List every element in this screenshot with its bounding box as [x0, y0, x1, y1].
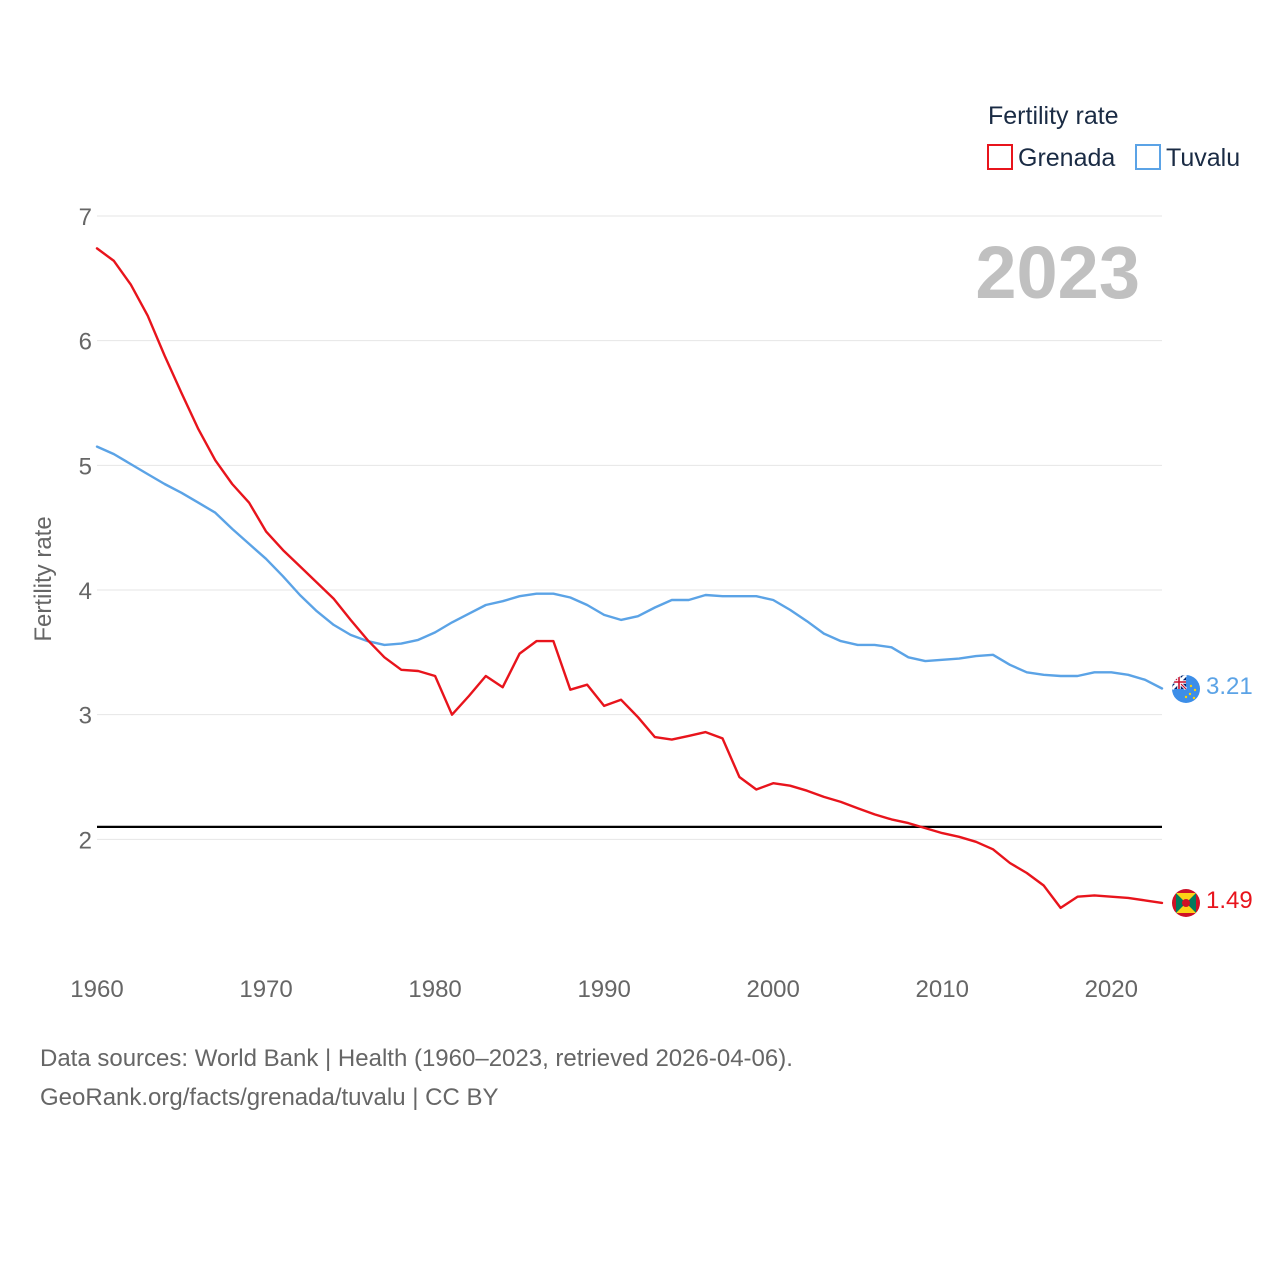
- y-tick-label: 5: [79, 453, 92, 480]
- y-tick-label: 4: [79, 578, 92, 605]
- series-line-tuvalu: [95, 445, 1164, 690]
- x-tick-label: 1970: [239, 976, 292, 1003]
- y-tick-label: 2: [79, 827, 92, 854]
- year-label: 2023: [975, 231, 1140, 314]
- gridlines: [97, 215, 1162, 840]
- legend: Fertility rate Grenada Tuvalu: [987, 102, 1240, 172]
- y-tick-label: 6: [79, 329, 92, 356]
- tuvalu-end-marker: 3.21: [1172, 673, 1253, 703]
- y-tick-label: 3: [79, 703, 92, 730]
- series-lines: [95, 247, 1164, 910]
- x-tick-label: 2000: [746, 976, 799, 1003]
- series-line-grenada: [95, 247, 1164, 910]
- legend-swatch-grenada: [987, 144, 1013, 170]
- legend-label-grenada: Grenada: [1018, 144, 1115, 172]
- grenada-flag-icon: [1172, 889, 1200, 917]
- legend-item-grenada[interactable]: Grenada: [987, 144, 1115, 172]
- legend-item-tuvalu[interactable]: Tuvalu: [1135, 144, 1240, 172]
- x-tick-label: 1960: [70, 976, 123, 1003]
- x-tick-label: 1980: [408, 976, 461, 1003]
- x-tick-label: 2020: [1085, 976, 1138, 1003]
- x-axis-ticks: 1960 1970 1980 1990 2000 2010 2020: [70, 976, 1138, 1003]
- x-tick-label: 1990: [577, 976, 630, 1003]
- y-axis-title: Fertility rate: [30, 516, 57, 641]
- legend-label-tuvalu: Tuvalu: [1166, 144, 1240, 172]
- tuvalu-flag-icon: [1172, 675, 1200, 703]
- grenada-end-value: 1.49: [1206, 887, 1253, 914]
- x-tick-label: 2010: [916, 976, 969, 1003]
- source-url: GeoRank.org/facts/grenada/tuvalu | CC BY: [40, 1084, 499, 1111]
- legend-title: Fertility rate: [988, 102, 1119, 130]
- y-axis-ticks: 2 3 4 5 6 7: [79, 204, 92, 854]
- tuvalu-end-value: 3.21: [1206, 673, 1253, 700]
- legend-swatch-tuvalu: [1135, 144, 1161, 170]
- y-tick-label: 7: [79, 204, 92, 231]
- data-source-note: Data sources: World Bank | Health (1960–…: [40, 1045, 793, 1072]
- grenada-end-marker: 1.49: [1172, 887, 1253, 917]
